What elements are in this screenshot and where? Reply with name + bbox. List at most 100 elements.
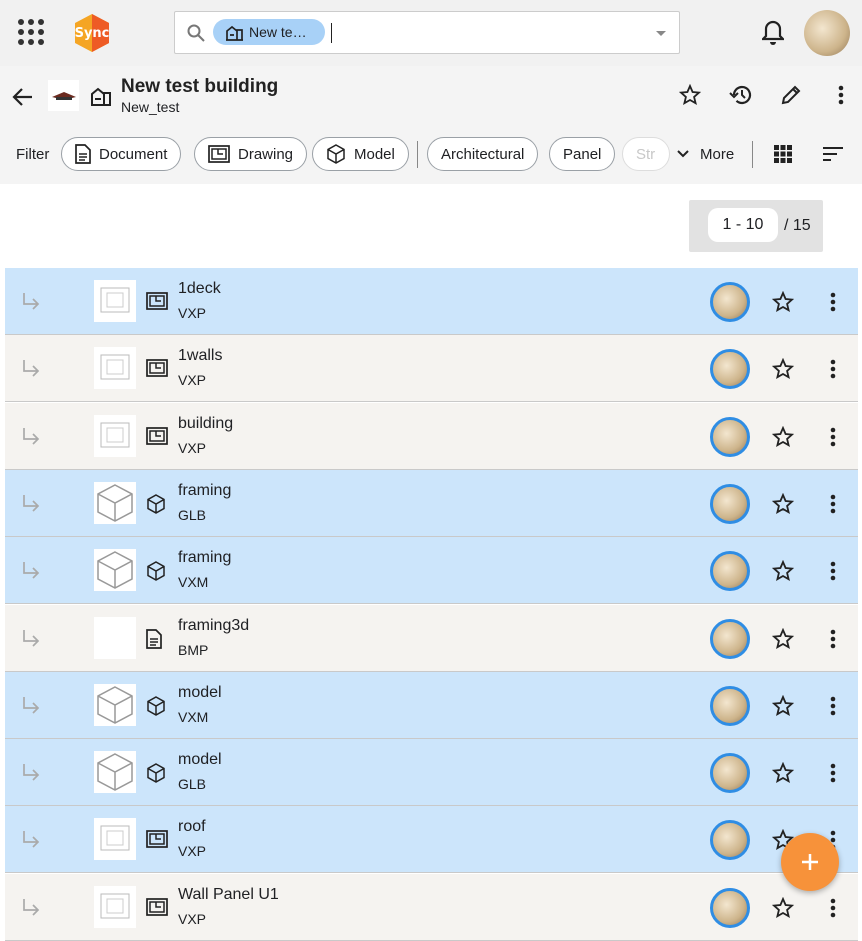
sort-button[interactable] bbox=[823, 147, 843, 161]
file-row[interactable]: framing VXM bbox=[5, 537, 858, 605]
owner-avatar[interactable] bbox=[710, 551, 750, 592]
more-filters[interactable]: More bbox=[676, 137, 734, 171]
document-icon bbox=[146, 628, 162, 649]
favorite-button[interactable] bbox=[772, 694, 794, 717]
edit-button[interactable] bbox=[780, 84, 802, 106]
thumbnail bbox=[94, 347, 136, 390]
user-avatar[interactable] bbox=[804, 10, 850, 56]
file-row[interactable]: building VXP bbox=[5, 402, 858, 470]
favorite-button[interactable] bbox=[772, 829, 794, 851]
owner-avatar[interactable] bbox=[710, 685, 750, 726]
favorite-button[interactable] bbox=[772, 492, 794, 515]
owner-avatar[interactable] bbox=[710, 416, 750, 457]
project-subtitle: New_test bbox=[121, 99, 180, 115]
file-type: VXP bbox=[178, 305, 207, 321]
file-type: GLB bbox=[178, 506, 207, 523]
thumbnail bbox=[94, 683, 136, 726]
child-arrow bbox=[23, 831, 40, 848]
row-menu[interactable] bbox=[830, 898, 836, 918]
page-range[interactable]: 1 - 10 bbox=[708, 208, 778, 242]
notifications[interactable] bbox=[762, 20, 784, 46]
owner-avatar[interactable] bbox=[710, 282, 750, 322]
filter-chip-label: Model bbox=[354, 145, 395, 163]
apps-button[interactable] bbox=[17, 18, 45, 46]
file-row[interactable]: 1deck VXP bbox=[5, 268, 858, 335]
model-icon bbox=[147, 494, 165, 514]
file-name: Wall Panel U1 bbox=[178, 885, 279, 903]
file-name: model bbox=[178, 751, 222, 769]
row-menu[interactable] bbox=[830, 629, 836, 649]
search-chip-text: New te… bbox=[249, 24, 307, 40]
file-name: 1walls bbox=[178, 347, 223, 365]
filter-chip-label: Panel bbox=[563, 145, 602, 163]
dropdown-caret[interactable] bbox=[655, 30, 667, 38]
favorite-button[interactable] bbox=[772, 627, 794, 650]
file-row[interactable]: roof VXP bbox=[5, 806, 858, 874]
owner-avatar[interactable] bbox=[710, 483, 750, 524]
owner-avatar[interactable] bbox=[710, 618, 750, 659]
search-chip[interactable]: New te… bbox=[213, 19, 325, 45]
kind-icon bbox=[146, 292, 168, 310]
model-icon bbox=[147, 561, 165, 582]
thumbnail bbox=[94, 280, 136, 322]
owner-avatar[interactable] bbox=[710, 753, 750, 794]
file-row[interactable]: 1walls VXP bbox=[5, 335, 858, 403]
filter-chip[interactable]: Architectural bbox=[427, 137, 539, 171]
thumbnail bbox=[94, 549, 136, 592]
filter-chip-label: Drawing bbox=[238, 145, 294, 163]
logo[interactable]: Sync bbox=[73, 13, 111, 53]
filter-chip[interactable]: Drawing bbox=[194, 137, 308, 171]
filter-chip[interactable]: Document bbox=[61, 137, 182, 171]
file-row[interactable]: framing3d BMP bbox=[5, 604, 858, 672]
file-name: 1deck bbox=[178, 280, 221, 297]
child-arrow bbox=[23, 629, 40, 647]
kind-icon bbox=[146, 763, 166, 783]
kind-icon bbox=[146, 426, 168, 445]
row-menu[interactable] bbox=[830, 494, 836, 514]
thumbnail bbox=[94, 481, 136, 524]
file-row[interactable]: model VXM bbox=[5, 671, 858, 739]
favorite-button[interactable] bbox=[679, 84, 701, 106]
owner-avatar[interactable] bbox=[710, 820, 750, 861]
owner-avatar[interactable] bbox=[710, 349, 750, 390]
favorite-button[interactable] bbox=[772, 560, 794, 582]
filter-chip-label: Architectural bbox=[441, 145, 525, 163]
file-type: BMP bbox=[178, 641, 209, 658]
thumbnail bbox=[94, 616, 136, 659]
favorite-button[interactable] bbox=[772, 358, 794, 380]
back-button[interactable] bbox=[12, 87, 34, 107]
file-row[interactable]: framing GLB bbox=[5, 469, 858, 537]
more-button[interactable] bbox=[838, 85, 844, 105]
filter-chip-label: Document bbox=[99, 145, 168, 163]
favorite-button[interactable] bbox=[772, 762, 794, 784]
favorite-button[interactable] bbox=[772, 896, 794, 919]
file-row[interactable]: model GLB bbox=[5, 739, 858, 807]
search-box[interactable]: New te… bbox=[174, 11, 680, 54]
history-button[interactable] bbox=[729, 84, 753, 106]
cursor bbox=[331, 23, 332, 43]
filter-chip[interactable]: Model bbox=[312, 137, 409, 171]
owner-avatar[interactable] bbox=[710, 887, 750, 928]
project-title: New test building bbox=[121, 76, 279, 97]
filter-chip[interactable]: Str bbox=[622, 137, 670, 171]
row-menu[interactable] bbox=[830, 427, 836, 447]
favorite-button[interactable] bbox=[772, 291, 794, 313]
file-name: model bbox=[178, 683, 222, 701]
child-arrow bbox=[23, 562, 40, 579]
row-menu[interactable] bbox=[830, 292, 836, 312]
row-menu[interactable] bbox=[830, 359, 836, 379]
filter-chip[interactable]: Panel bbox=[549, 137, 616, 171]
model-icon bbox=[147, 763, 165, 783]
file-type: VXP bbox=[178, 910, 207, 927]
drawing-icon bbox=[146, 897, 168, 916]
grid-view[interactable] bbox=[774, 145, 792, 163]
row-menu[interactable] bbox=[830, 696, 836, 716]
add-button[interactable] bbox=[781, 833, 839, 891]
favorite-button[interactable] bbox=[772, 425, 794, 448]
row-menu[interactable] bbox=[830, 561, 836, 581]
kind-icon bbox=[146, 494, 166, 514]
file-row[interactable]: Wall Panel U1 VXP bbox=[5, 873, 858, 941]
document-icon bbox=[75, 144, 91, 164]
row-menu[interactable] bbox=[830, 763, 836, 783]
divider bbox=[752, 141, 753, 168]
